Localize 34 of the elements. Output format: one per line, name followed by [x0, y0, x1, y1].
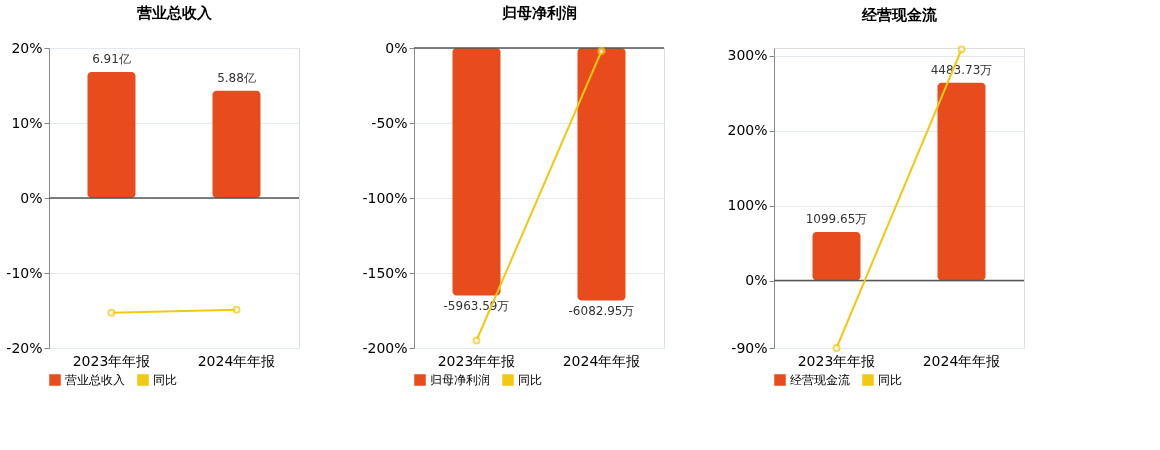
y-tick-label: 20% — [11, 39, 43, 56]
y-tick-label: -100% — [362, 189, 408, 206]
y-tick-label: 0% — [745, 272, 768, 288]
x-tick-label: 2023年年报 — [797, 352, 876, 369]
chart-title: 经营现金流 — [860, 5, 938, 24]
x-tick-label: 2023年年报 — [437, 352, 516, 369]
legend-label: 归母净利润 — [430, 373, 490, 387]
y-tick-label: 10% — [11, 114, 43, 131]
y-tick-label: -10% — [6, 264, 43, 281]
y-tick-label: 100% — [727, 197, 768, 213]
legend-label: 同比 — [878, 373, 902, 387]
y-tick-label: 0% — [385, 39, 408, 56]
legend-label: 经营现金流 — [790, 373, 850, 387]
x-tick-label: 2024年年报 — [922, 352, 1001, 369]
data-label: 1099.65万 — [805, 211, 868, 226]
y-tick-label: -50% — [371, 114, 408, 131]
data-label: 5.88亿 — [217, 70, 256, 85]
y-tick-label: -150% — [362, 264, 408, 281]
legend-label: 同比 — [153, 373, 177, 387]
legend-label: 营业总收入 — [65, 373, 125, 387]
x-tick-label: 2023年年报 — [72, 352, 151, 369]
y-tick-label: 0% — [20, 189, 43, 206]
y-tick-label: -90% — [731, 339, 768, 356]
chart-title: 归母净利润 — [500, 4, 577, 22]
y-tick-label: -200% — [362, 339, 408, 356]
y-tick-label: 200% — [727, 122, 768, 138]
y-tick-label: 300% — [727, 47, 768, 63]
x-tick-label: 2024年年报 — [197, 352, 276, 369]
data-label: 6.91亿 — [92, 52, 131, 67]
legend-label: 同比 — [518, 373, 542, 387]
data-label: -6082.95万 — [568, 304, 635, 319]
y-tick-label: -20% — [6, 339, 43, 356]
x-tick-label: 2024年年报 — [562, 352, 641, 369]
chart-title: 营业总收入 — [135, 4, 213, 22]
